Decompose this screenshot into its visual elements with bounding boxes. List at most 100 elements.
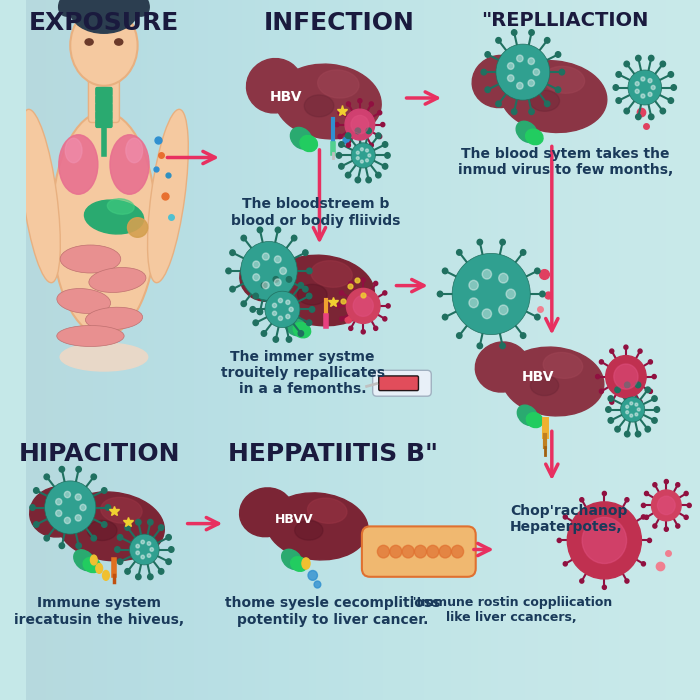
Circle shape bbox=[442, 314, 448, 320]
Circle shape bbox=[258, 309, 262, 314]
Ellipse shape bbox=[107, 199, 134, 214]
Ellipse shape bbox=[148, 109, 188, 283]
Circle shape bbox=[258, 228, 262, 233]
Text: The bloodstreem b
blood or bodiy fliivids: The bloodstreem b blood or bodiy fliivid… bbox=[232, 197, 401, 228]
Circle shape bbox=[535, 314, 540, 320]
Ellipse shape bbox=[500, 61, 607, 132]
Circle shape bbox=[308, 570, 317, 580]
Ellipse shape bbox=[272, 266, 332, 307]
Circle shape bbox=[610, 349, 614, 354]
Circle shape bbox=[636, 431, 640, 437]
Circle shape bbox=[599, 360, 603, 364]
Circle shape bbox=[512, 29, 517, 35]
Circle shape bbox=[250, 307, 255, 312]
Circle shape bbox=[368, 154, 371, 157]
Circle shape bbox=[614, 364, 638, 389]
Circle shape bbox=[469, 280, 478, 290]
Circle shape bbox=[358, 146, 362, 150]
Ellipse shape bbox=[271, 503, 327, 542]
Circle shape bbox=[382, 141, 388, 147]
Circle shape bbox=[664, 480, 668, 484]
Circle shape bbox=[390, 545, 402, 558]
Circle shape bbox=[147, 542, 150, 545]
Circle shape bbox=[377, 545, 389, 558]
Circle shape bbox=[261, 330, 267, 336]
Circle shape bbox=[76, 466, 81, 472]
Circle shape bbox=[615, 387, 620, 393]
Circle shape bbox=[56, 510, 62, 517]
Ellipse shape bbox=[274, 64, 382, 139]
Circle shape bbox=[374, 326, 378, 330]
Circle shape bbox=[624, 404, 628, 408]
FancyBboxPatch shape bbox=[362, 526, 476, 577]
FancyBboxPatch shape bbox=[372, 370, 431, 396]
Ellipse shape bbox=[516, 121, 538, 143]
Circle shape bbox=[635, 403, 638, 406]
Circle shape bbox=[626, 405, 629, 408]
Circle shape bbox=[496, 38, 501, 43]
Ellipse shape bbox=[290, 556, 307, 571]
Circle shape bbox=[608, 418, 613, 424]
Circle shape bbox=[567, 502, 641, 579]
Ellipse shape bbox=[295, 521, 323, 540]
Circle shape bbox=[376, 172, 381, 178]
Circle shape bbox=[166, 535, 172, 540]
Circle shape bbox=[339, 164, 344, 169]
Circle shape bbox=[307, 293, 312, 299]
Circle shape bbox=[545, 101, 550, 106]
Circle shape bbox=[253, 293, 258, 299]
Ellipse shape bbox=[94, 0, 114, 4]
Circle shape bbox=[517, 55, 523, 62]
Circle shape bbox=[307, 320, 312, 326]
Circle shape bbox=[307, 268, 312, 274]
Circle shape bbox=[370, 143, 373, 147]
Circle shape bbox=[529, 29, 534, 35]
Circle shape bbox=[559, 69, 565, 75]
Text: Chop'rachanop
Hepaterpotes,: Chop'rachanop Hepaterpotes, bbox=[510, 504, 627, 534]
Circle shape bbox=[635, 89, 639, 93]
Circle shape bbox=[150, 547, 153, 552]
Circle shape bbox=[339, 141, 344, 147]
Circle shape bbox=[508, 75, 514, 81]
Circle shape bbox=[275, 309, 281, 314]
Circle shape bbox=[381, 122, 385, 127]
Circle shape bbox=[648, 114, 654, 120]
Ellipse shape bbox=[239, 488, 293, 537]
Circle shape bbox=[402, 545, 414, 558]
Text: Immune system
irecatusin the hiveus,: Immune system irecatusin the hiveus, bbox=[14, 596, 184, 626]
Circle shape bbox=[291, 301, 297, 307]
Circle shape bbox=[602, 585, 606, 589]
Circle shape bbox=[654, 407, 659, 412]
Circle shape bbox=[56, 498, 62, 505]
Ellipse shape bbox=[281, 550, 302, 569]
Circle shape bbox=[378, 111, 382, 115]
Ellipse shape bbox=[74, 0, 95, 10]
Ellipse shape bbox=[60, 245, 121, 273]
Circle shape bbox=[652, 418, 657, 424]
Circle shape bbox=[482, 309, 491, 318]
Circle shape bbox=[624, 345, 628, 349]
Ellipse shape bbox=[29, 486, 86, 537]
Ellipse shape bbox=[115, 38, 122, 45]
Ellipse shape bbox=[20, 109, 60, 283]
Circle shape bbox=[608, 395, 613, 401]
Circle shape bbox=[64, 491, 71, 498]
Ellipse shape bbox=[85, 38, 93, 45]
Ellipse shape bbox=[502, 347, 604, 416]
Ellipse shape bbox=[126, 0, 149, 16]
Circle shape bbox=[366, 177, 371, 183]
Circle shape bbox=[626, 411, 629, 414]
Circle shape bbox=[442, 268, 448, 274]
Circle shape bbox=[166, 559, 172, 564]
Circle shape bbox=[383, 291, 387, 295]
Circle shape bbox=[498, 273, 508, 283]
Circle shape bbox=[599, 389, 603, 393]
Ellipse shape bbox=[113, 0, 134, 10]
Circle shape bbox=[346, 288, 380, 323]
Circle shape bbox=[385, 153, 390, 158]
Circle shape bbox=[355, 128, 360, 134]
Ellipse shape bbox=[59, 0, 82, 16]
Ellipse shape bbox=[267, 493, 368, 560]
Ellipse shape bbox=[298, 284, 327, 305]
Circle shape bbox=[349, 326, 353, 330]
